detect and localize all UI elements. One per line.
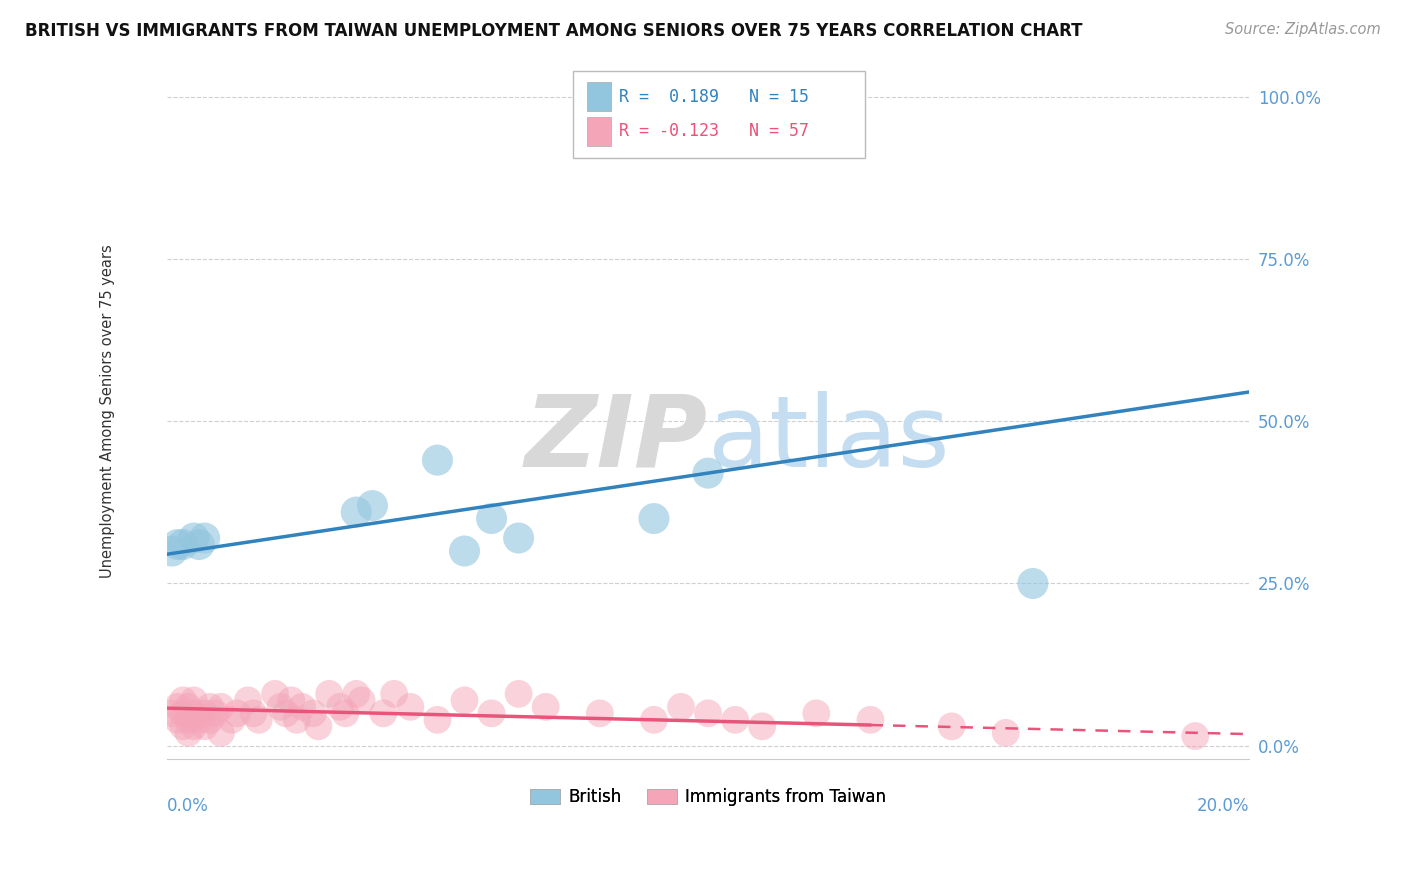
Point [859,713,882,727]
Point [247,713,270,727]
Point [318,687,340,701]
Point [160,544,183,558]
Point [183,719,205,733]
Text: BRITISH VS IMMIGRANTS FROM TAIWAN UNEMPLOYMENT AMONG SENIORS OVER 75 YEARS CORRE: BRITISH VS IMMIGRANTS FROM TAIWAN UNEMPL… [25,22,1083,40]
Point [453,693,475,707]
Point [302,706,325,721]
Point [194,531,217,545]
Point [481,511,503,525]
Text: atlas: atlas [709,391,949,488]
Point [481,706,503,721]
Point [329,699,352,714]
Point [643,713,665,727]
Point [280,693,302,707]
Text: Unemployment Among Seniors over 75 years: Unemployment Among Seniors over 75 years [100,244,115,578]
Point [350,693,373,707]
Point [669,699,692,714]
Point [994,726,1017,740]
Point [508,687,530,701]
Point [172,719,194,733]
Point [373,706,395,721]
Point [183,693,205,707]
Point [806,706,828,721]
Text: R = -0.123   N = 57: R = -0.123 N = 57 [619,122,810,140]
FancyBboxPatch shape [572,71,865,158]
Point [198,713,221,727]
Point [426,453,449,467]
Point [508,531,530,545]
Point [160,706,183,721]
Point [204,706,226,721]
Point [177,699,200,714]
Point [724,713,747,727]
Point [172,706,194,721]
Point [344,687,367,701]
Point [177,713,200,727]
Text: 0.0%: 0.0% [167,797,208,815]
Point [399,699,422,714]
Point [209,699,232,714]
Point [183,706,205,721]
Point [198,699,221,714]
Point [1022,576,1045,591]
Legend: British, Immigrants from Taiwan: British, Immigrants from Taiwan [523,781,893,813]
Point [183,531,205,545]
Point [172,537,194,551]
FancyBboxPatch shape [586,117,610,146]
Point [361,499,384,513]
Point [264,687,287,701]
Point [221,713,243,727]
Point [941,719,963,733]
Point [166,537,188,551]
Point [188,537,211,551]
Text: R =  0.189   N = 15: R = 0.189 N = 15 [619,87,810,106]
Point [188,713,211,727]
Point [172,693,194,707]
Point [589,706,612,721]
Point [166,699,188,714]
Point [697,706,720,721]
Point [166,713,188,727]
Point [285,713,308,727]
FancyBboxPatch shape [586,82,610,112]
Point [534,699,557,714]
Point [751,719,773,733]
Point [194,706,217,721]
Point [269,699,291,714]
Point [335,706,357,721]
Point [307,719,329,733]
Point [226,706,249,721]
Text: 20.0%: 20.0% [1197,797,1250,815]
Point [177,726,200,740]
Point [453,544,475,558]
Point [344,505,367,519]
Point [426,713,449,727]
Point [291,699,314,714]
Point [274,706,297,721]
Point [209,726,232,740]
Point [242,706,264,721]
Point [236,693,259,707]
Point [697,466,720,480]
Text: ZIP: ZIP [524,391,709,488]
Text: Source: ZipAtlas.com: Source: ZipAtlas.com [1225,22,1381,37]
Point [194,719,217,733]
Point [1184,729,1206,743]
Point [643,511,665,525]
Point [382,687,405,701]
